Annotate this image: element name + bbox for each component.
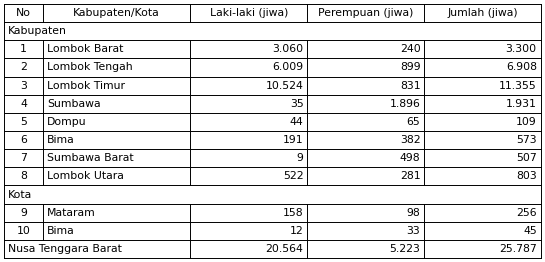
Text: 573: 573 — [516, 135, 537, 145]
Text: 158: 158 — [283, 208, 304, 218]
Text: Lombok Timur: Lombok Timur — [47, 81, 125, 91]
Text: Bima: Bima — [47, 135, 75, 145]
Text: 35: 35 — [290, 99, 304, 109]
Text: 831: 831 — [400, 81, 420, 91]
Text: 3.300: 3.300 — [506, 44, 537, 54]
Text: 109: 109 — [516, 117, 537, 127]
Text: 6.009: 6.009 — [272, 62, 304, 73]
Text: Lombok Tengah: Lombok Tengah — [47, 62, 132, 73]
Text: 191: 191 — [283, 135, 304, 145]
Text: 507: 507 — [516, 153, 537, 163]
Text: 4: 4 — [20, 99, 27, 109]
Text: 9: 9 — [296, 153, 304, 163]
Text: Jumlah (jiwa): Jumlah (jiwa) — [447, 8, 518, 18]
Text: Dompu: Dompu — [47, 117, 87, 127]
Text: 11.355: 11.355 — [499, 81, 537, 91]
Text: Bima: Bima — [47, 226, 75, 236]
Text: 7: 7 — [20, 153, 27, 163]
Text: 65: 65 — [407, 117, 420, 127]
Text: 25.787: 25.787 — [499, 244, 537, 254]
Text: 10: 10 — [17, 226, 31, 236]
Text: 1.896: 1.896 — [390, 99, 420, 109]
Text: 10.524: 10.524 — [265, 81, 304, 91]
Text: 98: 98 — [407, 208, 420, 218]
Text: 45: 45 — [523, 226, 537, 236]
Text: Lombok Utara: Lombok Utara — [47, 171, 124, 181]
Text: Kabupaten: Kabupaten — [8, 26, 67, 36]
Text: Lombok Barat: Lombok Barat — [47, 44, 123, 54]
Text: Sumbawa Barat: Sumbawa Barat — [47, 153, 134, 163]
Text: 5: 5 — [20, 117, 27, 127]
Text: 240: 240 — [399, 44, 420, 54]
Text: 12: 12 — [290, 226, 304, 236]
Text: 44: 44 — [290, 117, 304, 127]
Text: Kabupaten/Kota: Kabupaten/Kota — [74, 8, 160, 18]
Text: Perempuan (jiwa): Perempuan (jiwa) — [318, 8, 414, 18]
Text: 382: 382 — [400, 135, 420, 145]
Text: 899: 899 — [400, 62, 420, 73]
Text: 3: 3 — [20, 81, 27, 91]
Text: Kota: Kota — [8, 189, 32, 200]
Text: 5.223: 5.223 — [390, 244, 420, 254]
Text: 803: 803 — [516, 171, 537, 181]
Text: 281: 281 — [400, 171, 420, 181]
Text: 1: 1 — [20, 44, 27, 54]
Text: 6: 6 — [20, 135, 27, 145]
Text: 3.060: 3.060 — [272, 44, 304, 54]
Text: 20.564: 20.564 — [265, 244, 304, 254]
Text: 498: 498 — [400, 153, 420, 163]
Text: 2: 2 — [20, 62, 27, 73]
Text: 33: 33 — [407, 226, 420, 236]
Text: 1.931: 1.931 — [506, 99, 537, 109]
Text: 9: 9 — [20, 208, 27, 218]
Text: Sumbawa: Sumbawa — [47, 99, 100, 109]
Text: 6.908: 6.908 — [506, 62, 537, 73]
Text: 256: 256 — [516, 208, 537, 218]
Text: No: No — [16, 8, 31, 18]
Text: Nusa Tenggara Barat: Nusa Tenggara Barat — [8, 244, 122, 254]
Text: Laki-laki (jiwa): Laki-laki (jiwa) — [210, 8, 288, 18]
Text: 522: 522 — [283, 171, 304, 181]
Text: 8: 8 — [20, 171, 27, 181]
Text: Mataram: Mataram — [47, 208, 95, 218]
